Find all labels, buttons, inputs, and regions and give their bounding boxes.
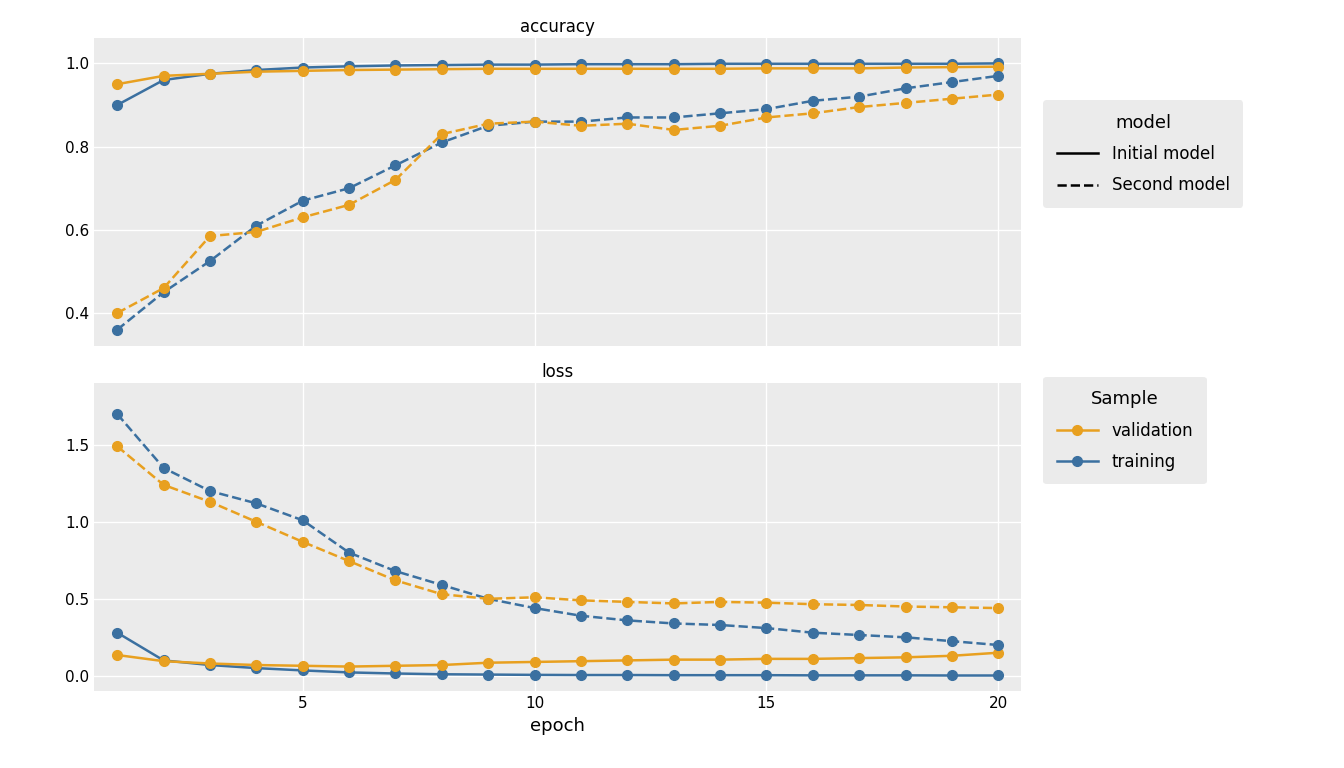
Text: accuracy: accuracy [520,18,595,36]
Legend: validation, training: validation, training [1043,377,1207,485]
X-axis label: epoch: epoch [531,717,585,735]
Text: loss: loss [542,362,574,381]
Legend: Initial model, Second model: Initial model, Second model [1043,101,1243,208]
